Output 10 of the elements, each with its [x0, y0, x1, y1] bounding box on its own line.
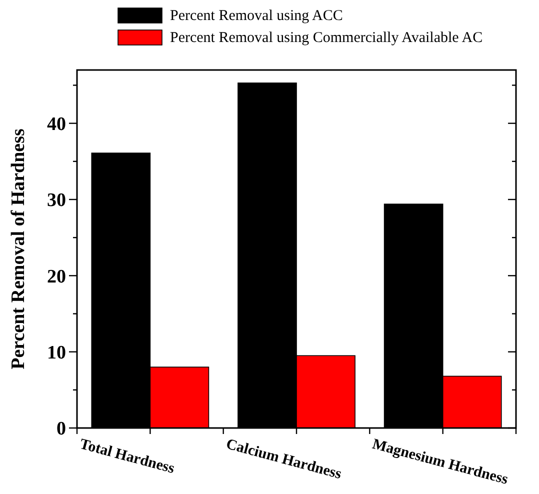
- y-tick-label: 0: [56, 418, 66, 440]
- y-tick-label: 20: [47, 266, 66, 288]
- y-tick-label: 40: [47, 114, 66, 135]
- x-tick-label: Calcium Hardness: [224, 436, 344, 483]
- legend-label: Percent Removal using Commercially Available AC: [170, 30, 483, 46]
- y-tick-label: 10: [47, 342, 66, 364]
- legend-label: Percent Removal using ACC: [170, 8, 343, 24]
- y-axis-title: Percent Removal of Hardness: [8, 128, 29, 370]
- x-tick-label: Total Hardness: [78, 436, 176, 478]
- y-tick-label: 30: [47, 190, 66, 212]
